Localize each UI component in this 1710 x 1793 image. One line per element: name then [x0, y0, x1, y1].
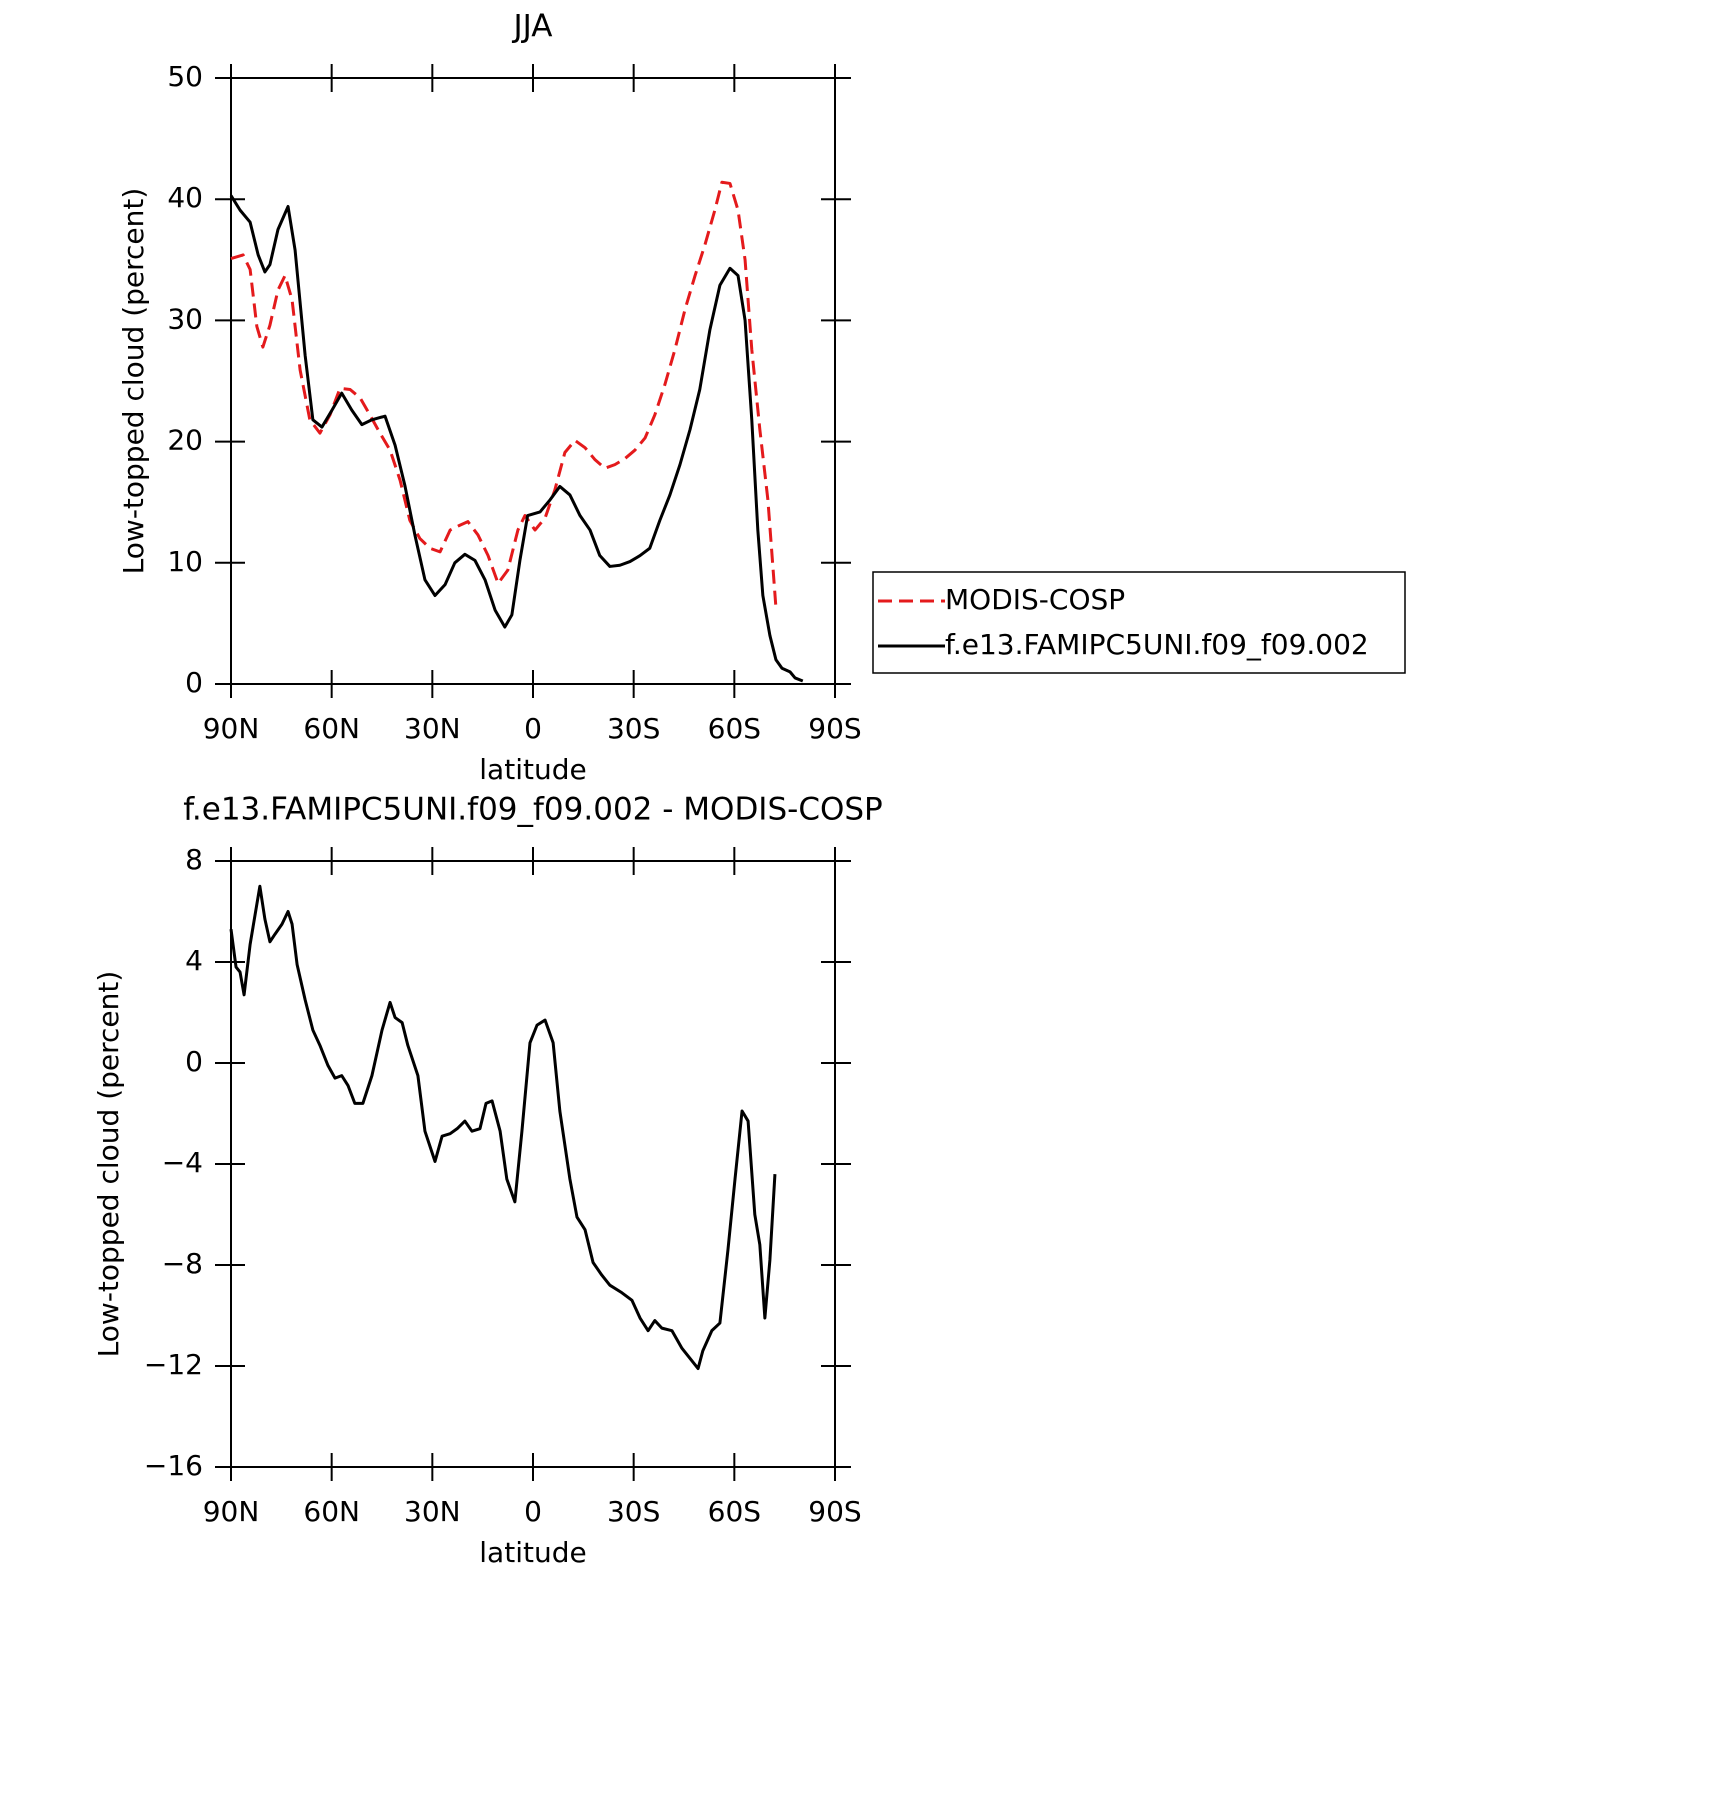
y-tick-label: 0 — [185, 666, 203, 699]
data-line — [230, 180, 778, 608]
y-tick-label: 8 — [185, 843, 203, 876]
x-tick-label: 30N — [404, 712, 461, 745]
y-axis-label: Low-topped cloud (percent) — [117, 188, 150, 575]
x-tick-label: 90S — [808, 1495, 861, 1528]
x-tick-label: 30N — [404, 1495, 461, 1528]
y-tick-label: 10 — [167, 545, 203, 578]
y-tick-label: −8 — [162, 1247, 203, 1280]
x-tick-label: 0 — [524, 712, 542, 745]
plot-frame — [230, 860, 836, 1468]
x-tick-label: 60N — [303, 712, 360, 745]
legend-label: f.e13.FAMIPC5UNI.f09_f09.002 — [945, 628, 1369, 661]
x-tick-label: 90N — [203, 1495, 260, 1528]
x-tick-label: 60S — [708, 1495, 761, 1528]
x-tick-label: 60S — [708, 712, 761, 745]
y-tick-label: 20 — [167, 424, 203, 457]
x-tick-label: 90S — [808, 712, 861, 745]
y-tick-label: −16 — [144, 1449, 203, 1482]
y-tick-label: 0 — [185, 1045, 203, 1078]
y-tick-label: 30 — [167, 302, 203, 335]
legend-box — [872, 571, 1406, 674]
y-tick-label: 50 — [167, 60, 203, 93]
data-line — [229, 884, 777, 1371]
x-axis-label: latitude — [479, 1536, 586, 1569]
x-tick-label: 0 — [524, 1495, 542, 1528]
chart-title: f.e13.FAMIPC5UNI.f09_f09.002 - MODIS-COS… — [183, 792, 882, 828]
legend-label: MODIS-COSP — [945, 583, 1125, 616]
y-tick-label: −4 — [162, 1146, 203, 1179]
data-line — [229, 194, 804, 683]
x-axis-label: latitude — [479, 753, 586, 786]
chart-title: JJA — [512, 9, 553, 45]
y-tick-label: −12 — [144, 1348, 203, 1381]
plot-frame — [230, 77, 836, 685]
x-tick-label: 60N — [303, 1495, 360, 1528]
x-tick-label: 30S — [607, 712, 660, 745]
y-tick-label: 40 — [167, 181, 203, 214]
x-tick-label: 30S — [607, 1495, 660, 1528]
y-axis-label: Low-topped cloud (percent) — [92, 971, 125, 1358]
y-tick-label: 4 — [185, 944, 203, 977]
x-tick-label: 90N — [203, 712, 260, 745]
